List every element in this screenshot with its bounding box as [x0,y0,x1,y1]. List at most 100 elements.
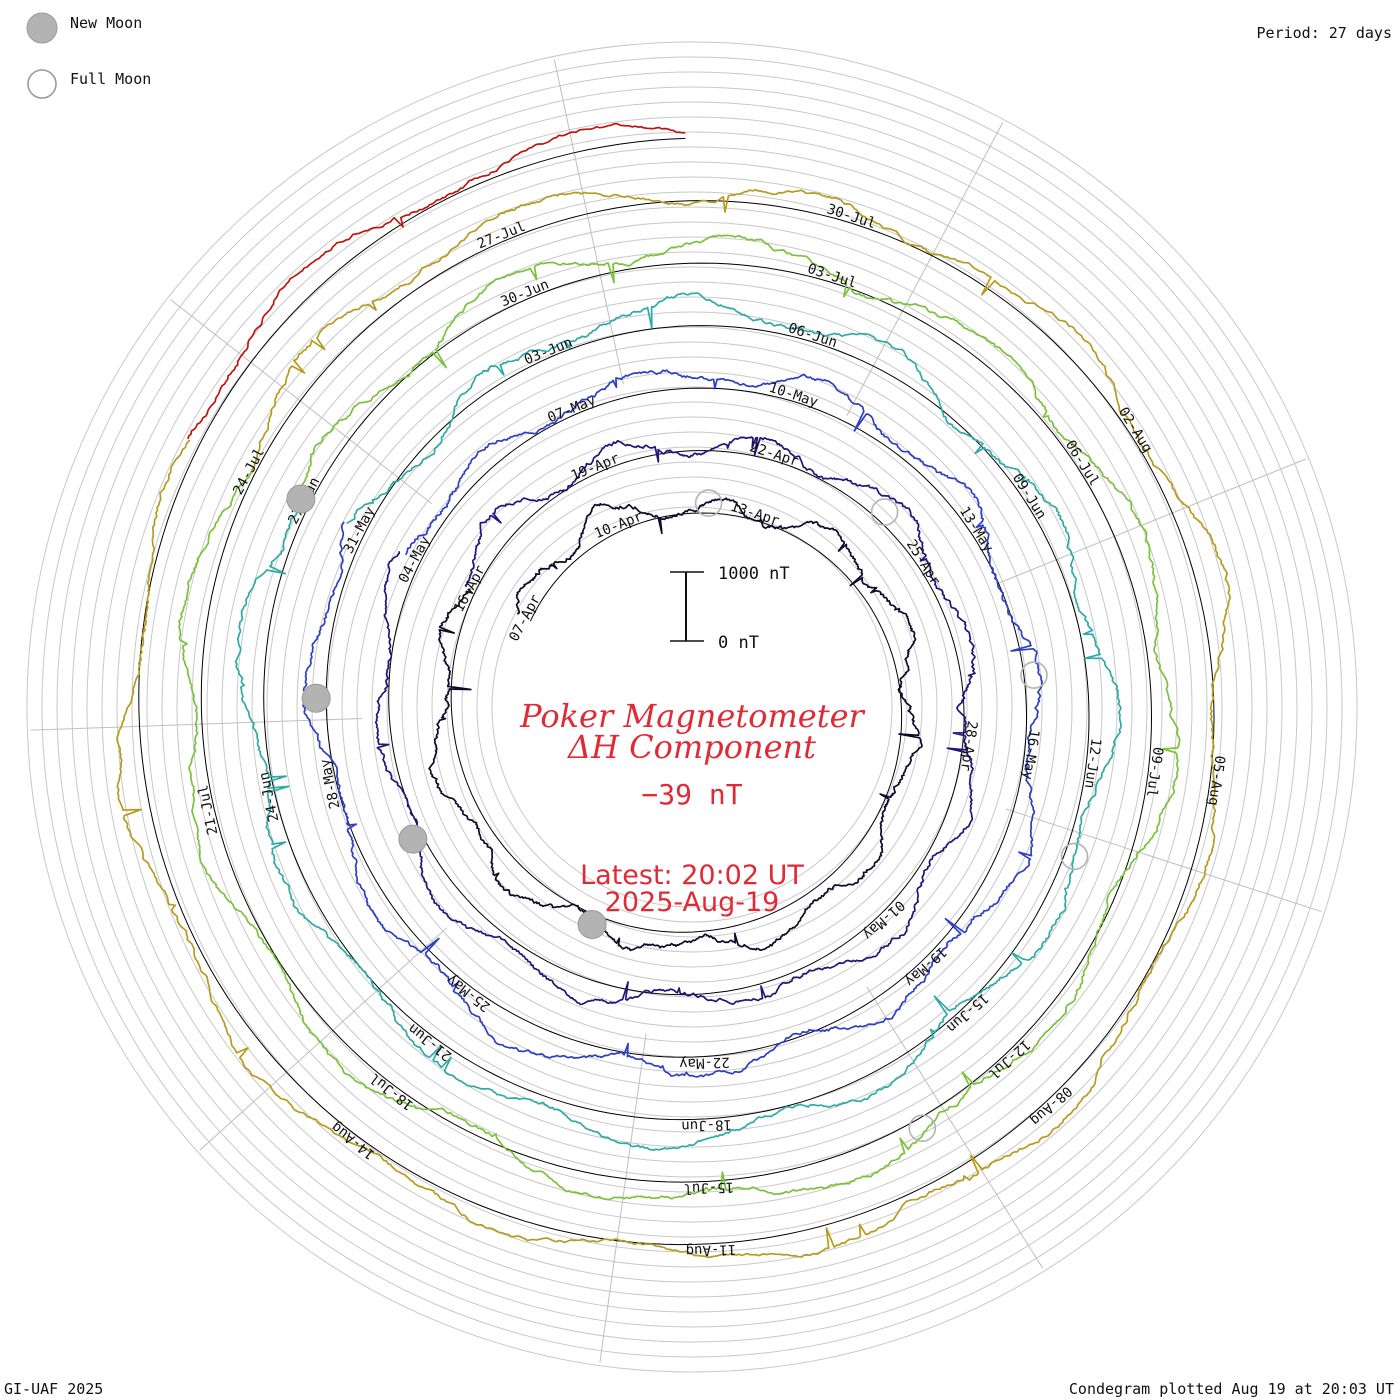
baseline-6 [138,200,1215,1246]
series-trace-5 [178,234,1181,1201]
grid-circle [161,176,1223,1238]
grid-circle [56,71,1328,1343]
radial-spoke [1005,808,1322,913]
date-label: 05-Aug [1205,755,1228,807]
series-trace-1 [428,497,923,952]
date-label: 10-May [767,380,820,411]
radial-spoke [997,458,1306,584]
baseline-7 [198,137,686,446]
series-trace-3 [301,369,1044,1078]
date-label: 28-May [317,757,343,810]
date-label: 15-Jul [683,1179,734,1197]
full-moon-marker [870,498,899,526]
moon-markers [286,484,1089,1142]
date-label: 14-Aug [328,1119,378,1163]
date-label: 03-Jun [522,335,575,369]
latest-date: 2025-Aug-19 [605,887,780,918]
date-label: 22-May [679,1054,730,1072]
date-label: 21-Jul [195,783,221,836]
title-block: Poker Magnetometer ΔH Component −39 nT L… [519,697,865,918]
grid-circle [26,41,1358,1373]
full-moon-marker [1060,842,1089,871]
polar-grid [26,41,1358,1373]
grid-circle [296,311,1088,1103]
new-moon-marker [577,910,607,939]
date-label: 08-Aug [1027,1083,1075,1129]
grid-circle [71,86,1313,1328]
date-label: 09-Jul [1143,746,1166,798]
grid-circle [131,146,1253,1268]
grid-circle [416,431,968,983]
grid-circle [206,221,1178,1193]
grid-circle [281,296,1103,1118]
grid-circle [146,161,1238,1253]
grid-circle [41,56,1343,1358]
current-value: −39 nT [641,778,742,811]
footer-credit: GI-UAF 2025 [4,1380,103,1398]
radial-spoke [846,122,1004,416]
baseline-5 [200,262,1153,1183]
baseline-3 [325,387,1027,1058]
grid-circle [386,401,998,1013]
date-label: 24-Jul [230,445,268,497]
grid-circle [86,101,1298,1313]
scale-bar: 1000 nT 0 nT [670,564,790,653]
grid-circle [191,206,1193,1208]
date-label: 04-May [396,534,434,586]
grid-circle [221,236,1163,1178]
chart-title-line1: Poker Magnetometer [519,697,865,735]
data-series [116,122,1231,1259]
full-moon-marker [694,489,723,517]
date-label: 03-Jul [805,261,858,292]
full-moon-marker [908,1114,937,1142]
grid-circle [401,416,983,998]
baseline-1 [450,512,903,933]
date-label: 02-Aug [1115,404,1155,455]
baseline-2 [388,450,965,996]
full-moon-legend-icon [27,69,57,99]
date-label: 13-Apr [728,499,781,530]
date-label: 16-Apr [451,563,489,615]
grid-circle [251,266,1133,1148]
radial-spoke [866,986,1044,1269]
date-label: 19-Apr [569,451,622,485]
chart-title-line2: ΔH Component [566,728,816,766]
date-label: 28-Apr [957,720,980,772]
grid-circle [236,251,1148,1163]
new-moon-marker [301,683,331,713]
date-label: 19-May [901,943,949,989]
series-trace-4 [234,292,1122,1152]
grid-circle [446,461,938,953]
scale-bar-bottom-label: 0 nT [718,633,759,653]
series-trace-7 [187,122,686,440]
grid-circle [431,446,953,968]
grid-circle [461,476,923,938]
date-label: 15-Jun [943,990,991,1036]
series-trace-6 [116,188,1231,1259]
grid-circle [116,131,1268,1283]
date-label: 18-Jun [681,1116,732,1134]
grid-circle [371,386,1013,1028]
scale-bar-top-label: 1000 nT [718,564,790,584]
date-label: 16-May [1019,728,1042,780]
new-moon-marker [398,824,428,854]
baseline-4 [263,325,1090,1121]
date-label: 11-Aug [685,1241,736,1259]
date-label: 13-May [956,504,996,555]
full-moon-legend-label: Full Moon [70,70,151,88]
radial-spokes [30,59,1322,1363]
radial-spoke [553,59,624,385]
grid-circle [101,116,1283,1298]
grid-circle [176,191,1208,1223]
period-label: Period: 27 days [1257,24,1392,42]
radial-spoke [199,927,448,1151]
grid-circle [266,281,1118,1133]
date-label: 30-Jun [498,277,551,311]
date-label: 07-Apr [506,592,544,644]
grid-circle [491,506,893,908]
latest-time: Latest: 20:02 UT [580,860,804,891]
date-label: 10-Apr [592,508,645,542]
grid-circle [356,371,1028,1043]
date-label: 22-Apr [748,439,801,470]
